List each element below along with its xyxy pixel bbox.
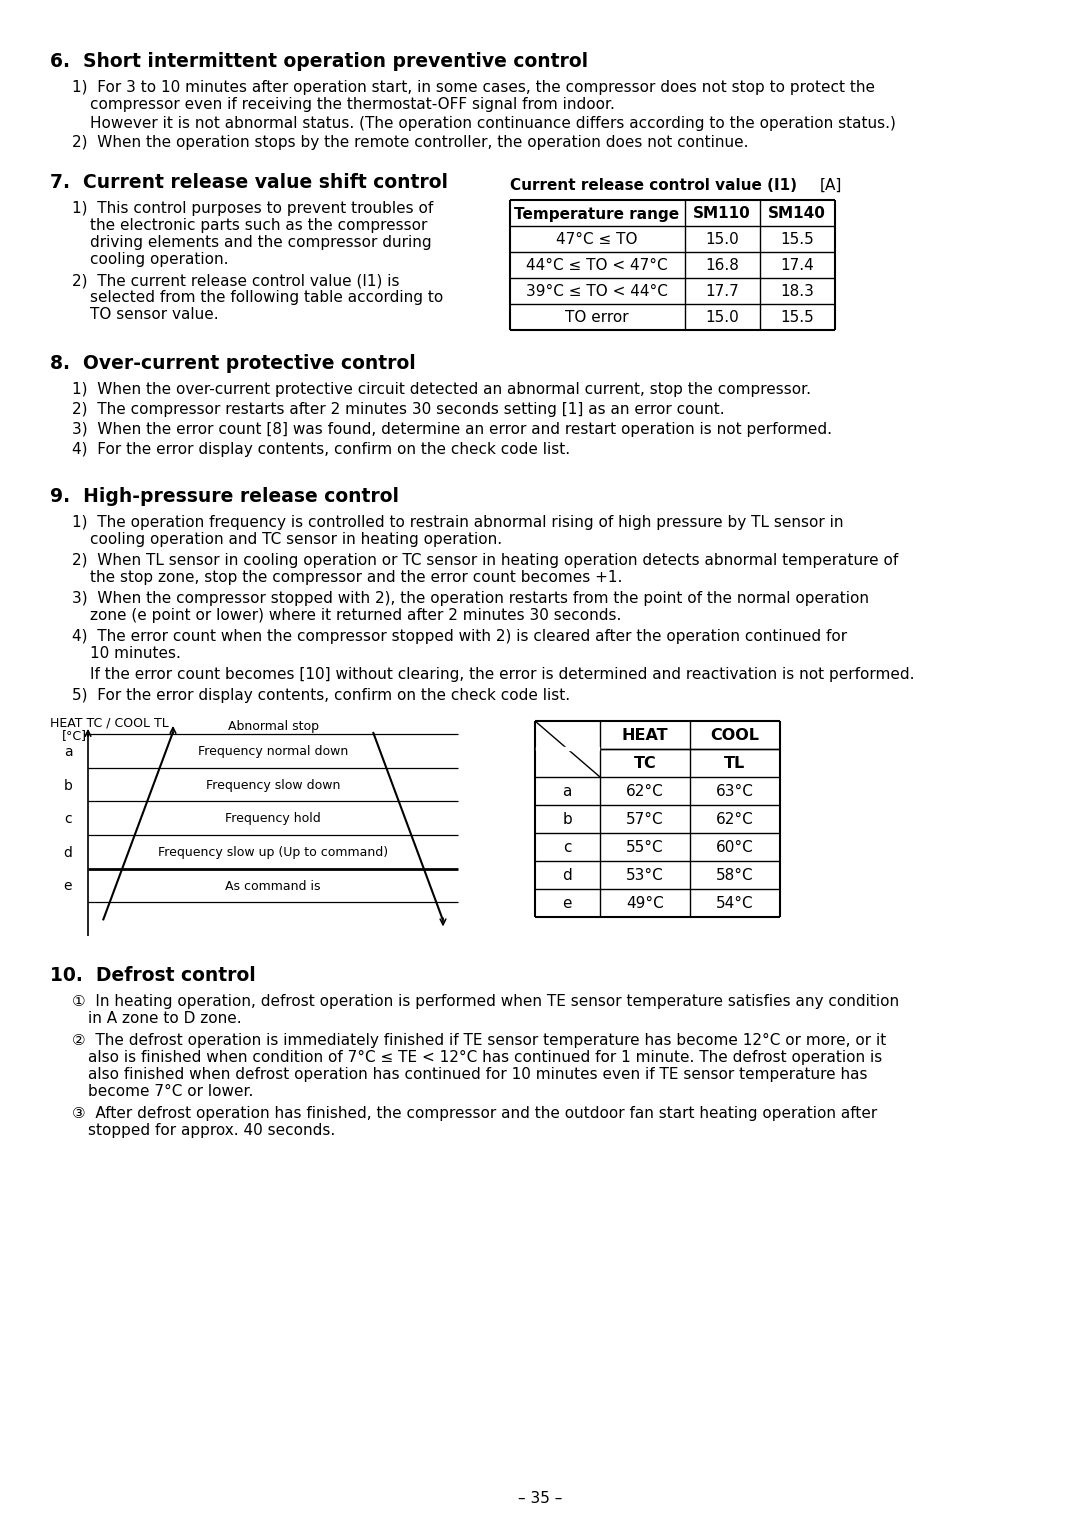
Text: 39°C ≤ TO < 44°C: 39°C ≤ TO < 44°C (526, 284, 667, 299)
Text: 62°C: 62°C (626, 784, 664, 799)
Text: HEAT: HEAT (622, 729, 669, 744)
Text: 2)  The current release control value (I1) is: 2) The current release control value (I1… (72, 274, 400, 287)
Text: TC: TC (634, 756, 657, 772)
Text: 10 minutes.: 10 minutes. (90, 646, 180, 662)
Text: 10.  Defrost control: 10. Defrost control (50, 966, 256, 986)
Text: also finished when defrost operation has continued for 10 minutes even if TE sen: also finished when defrost operation has… (87, 1067, 867, 1082)
Text: 54°C: 54°C (716, 897, 754, 912)
Text: Frequency slow down: Frequency slow down (206, 778, 340, 792)
Text: compressor even if receiving the thermostat-OFF signal from indoor.: compressor even if receiving the thermos… (90, 96, 615, 112)
Text: Frequency normal down: Frequency normal down (198, 744, 348, 758)
Text: e: e (64, 880, 72, 894)
Text: 5)  For the error display contents, confirm on the check code list.: 5) For the error display contents, confi… (72, 688, 570, 703)
Text: zone (e point or lower) where it returned after 2 minutes 30 seconds.: zone (e point or lower) where it returne… (90, 608, 621, 623)
Text: 47°C ≤ TO: 47°C ≤ TO (556, 232, 638, 248)
Text: a: a (563, 784, 571, 799)
Text: SM110: SM110 (693, 206, 751, 222)
Text: [A]: [A] (820, 177, 842, 193)
Text: However it is not abnormal status. (The operation continuance differs according : However it is not abnormal status. (The … (90, 116, 896, 131)
Text: c: c (563, 840, 571, 856)
Text: 17.4: 17.4 (780, 258, 814, 274)
Text: 8.  Over-current protective control: 8. Over-current protective control (50, 354, 416, 373)
Text: 15.0: 15.0 (705, 232, 739, 248)
Text: COOL: COOL (711, 729, 759, 744)
Text: 1)  For 3 to 10 minutes after operation start, in some cases, the compressor doe: 1) For 3 to 10 minutes after operation s… (72, 79, 875, 95)
Text: 7.  Current release value shift control: 7. Current release value shift control (50, 173, 448, 193)
Text: SM140: SM140 (768, 206, 826, 222)
Text: 4)  The error count when the compressor stopped with 2) is cleared after the ope: 4) The error count when the compressor s… (72, 630, 847, 643)
Text: 16.8: 16.8 (705, 258, 739, 274)
Text: As command is: As command is (226, 880, 321, 892)
Text: cooling operation and TC sensor in heating operation.: cooling operation and TC sensor in heati… (90, 532, 502, 547)
Text: 62°C: 62°C (716, 813, 754, 828)
Text: 53°C: 53°C (626, 868, 664, 883)
Text: Temperature range: Temperature range (514, 206, 679, 222)
Text: selected from the following table according to: selected from the following table accord… (90, 290, 443, 306)
Text: in A zone to D zone.: in A zone to D zone. (87, 1012, 242, 1025)
Text: d: d (64, 847, 72, 860)
Text: b: b (64, 778, 72, 793)
Text: the stop zone, stop the compressor and the error count becomes +1.: the stop zone, stop the compressor and t… (90, 570, 622, 585)
Text: 15.5: 15.5 (780, 310, 814, 325)
Text: 9.  High-pressure release control: 9. High-pressure release control (50, 487, 399, 506)
Text: 58°C: 58°C (716, 868, 754, 883)
Text: 63°C: 63°C (716, 784, 754, 799)
Text: 3)  When the error count [8] was found, determine an error and restart operation: 3) When the error count [8] was found, d… (72, 422, 832, 437)
Text: c: c (64, 813, 71, 827)
Text: 17.7: 17.7 (705, 284, 739, 299)
Text: 60°C: 60°C (716, 840, 754, 856)
Text: 18.3: 18.3 (780, 284, 814, 299)
Text: d: d (562, 868, 572, 883)
Text: ③  After defrost operation has finished, the compressor and the outdoor fan star: ③ After defrost operation has finished, … (72, 1106, 877, 1122)
Text: 2)  When the operation stops by the remote controller, the operation does not co: 2) When the operation stops by the remot… (72, 134, 748, 150)
Text: 1)  This control purposes to prevent troubles of: 1) This control purposes to prevent trou… (72, 202, 433, 215)
Text: cooling operation.: cooling operation. (90, 252, 229, 267)
Text: 15.0: 15.0 (705, 310, 739, 325)
Text: ①  In heating operation, defrost operation is performed when TE sensor temperatu: ① In heating operation, defrost operatio… (72, 995, 900, 1008)
Text: 4)  For the error display contents, confirm on the check code list.: 4) For the error display contents, confi… (72, 442, 570, 457)
Text: If the error count becomes [10] without clearing, the error is determined and re: If the error count becomes [10] without … (90, 668, 915, 681)
Text: Abnormal stop: Abnormal stop (228, 720, 319, 733)
Text: TO sensor value.: TO sensor value. (90, 307, 218, 322)
Text: become 7°C or lower.: become 7°C or lower. (87, 1083, 254, 1099)
Text: also is finished when condition of 7°C ≤ TE < 12°C has continued for 1 minute. T: also is finished when condition of 7°C ≤… (87, 1050, 882, 1065)
Text: driving elements and the compressor during: driving elements and the compressor duri… (90, 235, 432, 251)
Text: a: a (64, 744, 72, 759)
Text: 44°C ≤ TO < 47°C: 44°C ≤ TO < 47°C (526, 258, 667, 274)
Bar (536, 747, 599, 750)
Text: 3)  When the compressor stopped with 2), the operation restarts from the point o: 3) When the compressor stopped with 2), … (72, 591, 869, 607)
Text: b: b (562, 813, 572, 828)
Text: 1)  The operation frequency is controlled to restrain abnormal rising of high pr: 1) The operation frequency is controlled… (72, 515, 843, 530)
Text: e: e (563, 897, 571, 912)
Text: 2)  The compressor restarts after 2 minutes 30 seconds setting [1] as an error c: 2) The compressor restarts after 2 minut… (72, 402, 725, 417)
Text: 6.  Short intermittent operation preventive control: 6. Short intermittent operation preventi… (50, 52, 589, 70)
Text: the electronic parts such as the compressor: the electronic parts such as the compres… (90, 219, 428, 232)
Text: 49°C: 49°C (626, 897, 664, 912)
Text: Frequency slow up (Up to command): Frequency slow up (Up to command) (158, 847, 388, 859)
Text: stopped for approx. 40 seconds.: stopped for approx. 40 seconds. (87, 1123, 335, 1138)
Text: 1)  When the over-current protective circuit detected an abnormal current, stop : 1) When the over-current protective circ… (72, 382, 811, 397)
Text: 2)  When TL sensor in cooling operation or TC sensor in heating operation detect: 2) When TL sensor in cooling operation o… (72, 553, 899, 568)
Text: TL: TL (725, 756, 745, 772)
Text: – 35 –: – 35 – (517, 1491, 563, 1507)
Text: 15.5: 15.5 (780, 232, 814, 248)
Text: ②  The defrost operation is immediately finished if TE sensor temperature has be: ② The defrost operation is immediately f… (72, 1033, 887, 1048)
Text: 57°C: 57°C (626, 813, 664, 828)
Text: Current release control value (I1): Current release control value (I1) (510, 177, 797, 193)
Text: 55°C: 55°C (626, 840, 664, 856)
Text: [°C]: [°C] (62, 729, 87, 743)
Text: HEAT TC / COOL TL: HEAT TC / COOL TL (50, 717, 168, 729)
Text: Frequency hold: Frequency hold (225, 813, 321, 825)
Text: TO error: TO error (565, 310, 629, 325)
